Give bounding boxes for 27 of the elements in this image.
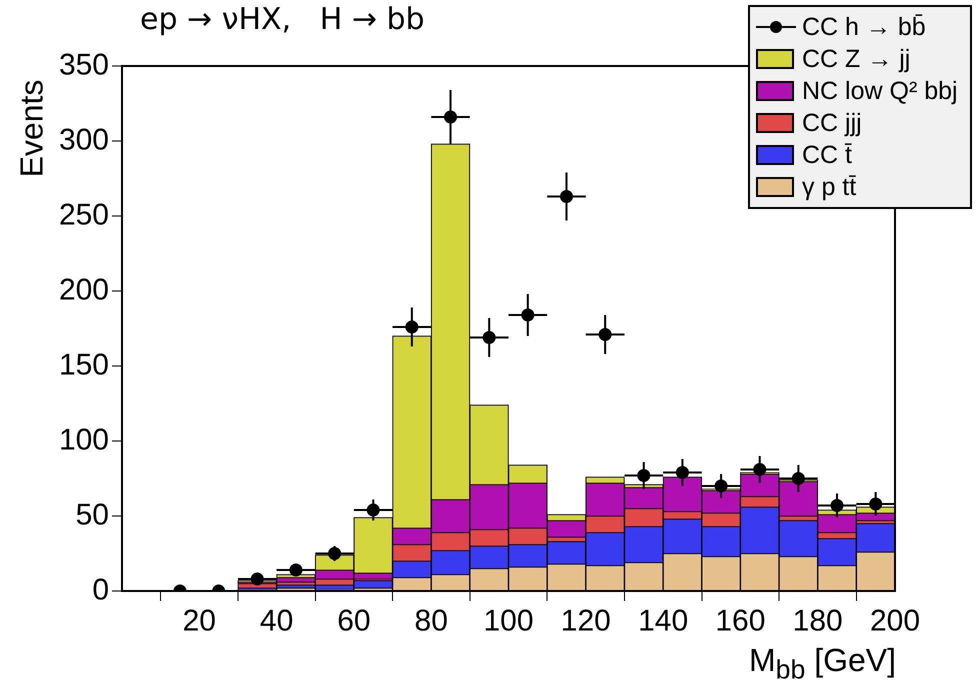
y-tick-label: 200: [58, 273, 109, 306]
x-tick-label: 120: [560, 604, 611, 638]
y-tick-label: 0: [92, 573, 109, 606]
y-tick-label: 50: [76, 498, 109, 532]
x-tick-label: 100: [483, 604, 534, 638]
legend-label: CC h → bb̄: [802, 12, 926, 42]
y-tick-label: 150: [58, 348, 109, 382]
x-tick-label: 20: [182, 604, 216, 638]
y-tick-label: 250: [58, 198, 109, 232]
x-tick-label: 140: [638, 604, 688, 638]
x-tick-label: 80: [414, 604, 448, 638]
y-tick-label: 300: [58, 123, 109, 156]
x-tick-label: 40: [260, 604, 294, 638]
x-tick-label: 200: [870, 604, 920, 638]
legend-label: NC low Q² bbj: [802, 76, 958, 106]
x-tick-label: 160: [715, 604, 766, 638]
y-axis-title: Events: [14, 78, 50, 180]
x-axis-title: M$_{bb}$ [GeV]: [748, 642, 896, 686]
legend-label: CC jjj: [802, 108, 862, 138]
legend-label: CC Z → jj: [802, 44, 910, 74]
legend-label: γ p tt̄: [802, 172, 856, 202]
chart-title: ep → νHX, H → bb: [140, 2, 425, 37]
y-tick-label: 100: [58, 423, 109, 456]
x-tick-label: 60: [337, 604, 371, 638]
legend-label: CC t̄: [802, 140, 852, 170]
y-tick-label: 350: [58, 48, 109, 82]
x-tick-label: 180: [792, 604, 843, 638]
